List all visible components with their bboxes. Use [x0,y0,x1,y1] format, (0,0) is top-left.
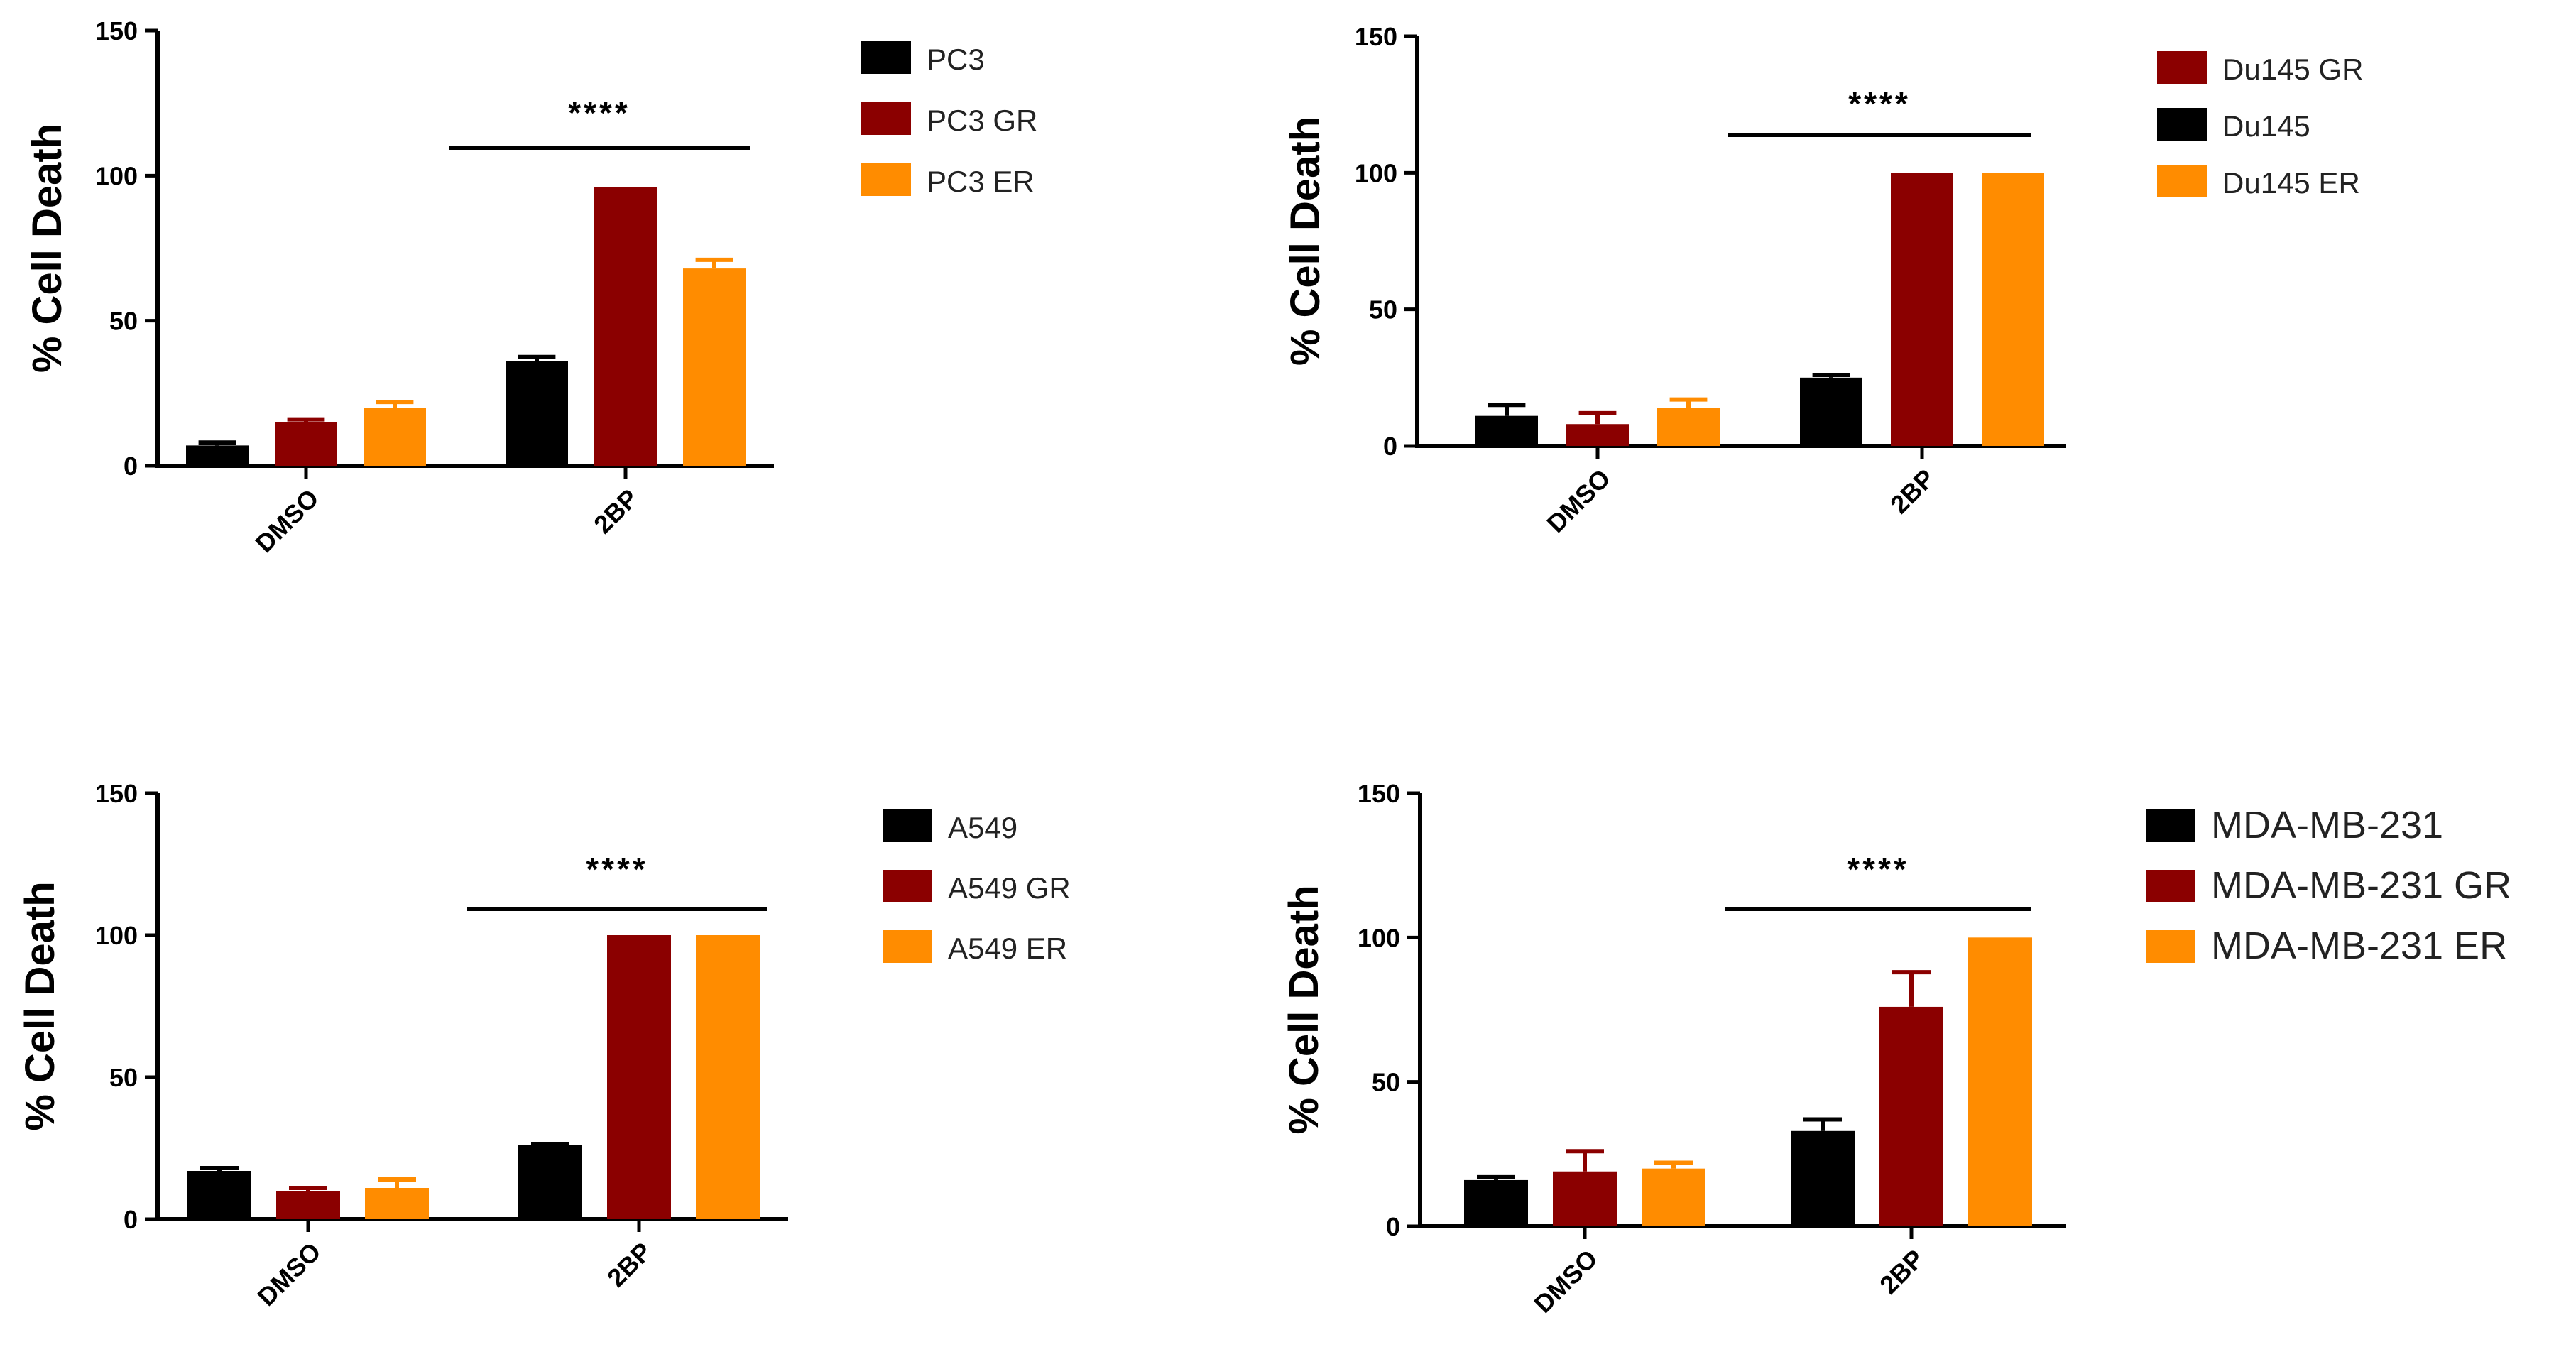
legend-label: PC3 ER [927,165,1035,198]
chart-panel-2: 0 50 100 150 % Cell Death DMSO 2BP **** Du145 GR… [1282,22,2363,538]
y-tick-label: 100 [1358,923,1400,952]
bar-2bp-mda-mb-231-er [1968,937,2032,1226]
significance-label: **** [586,851,648,888]
bar-2bp-a549-gr [607,935,671,1219]
bar-dmso-pc3 [186,445,249,466]
bar-dmso-a549 [187,1171,251,1219]
legend-label: MDA-MB-231 GR [2211,864,2511,907]
y-tick-label: 0 [124,452,138,481]
y-tick-label: 50 [1369,295,1397,325]
bar-dmso-pc3-gr [275,422,337,466]
y-axis-title: % Cell Death [1282,116,1328,366]
x-category-label: DMSO [249,484,324,558]
bar-dmso-du145-gr [1566,424,1629,446]
y-axis-title: % Cell Death [17,881,63,1130]
legend-label: Du145 GR [2222,53,2363,86]
legend-swatch [2157,165,2207,197]
bar-2bp-mda-mb-231-gr [1879,1006,1943,1226]
bar-2bp-pc3-gr [594,187,657,466]
legend-label: MDA-MB-231 [2211,804,2443,846]
legend-swatch [2146,809,2195,842]
bar-2bp-du145-gr [1891,173,1953,447]
significance-label: **** [568,94,631,131]
y-tick-label: 0 [124,1205,138,1234]
legend-swatch [2146,870,2195,902]
legend-label: A549 GR [948,871,1071,905]
legend-label: Du145 [2222,109,2310,143]
y-tick-label: 0 [1386,1212,1400,1241]
bar-dmso-du145 [1475,415,1538,446]
legend-label: A549 [948,811,1017,844]
legend-swatch [2157,108,2207,141]
y-tick-label: 150 [95,16,138,45]
legend-swatch [883,870,932,902]
bar-dmso-mda-mb-231-gr [1553,1171,1617,1226]
bar-2bp-a549 [518,1145,582,1219]
bar-dmso-a549-er [365,1188,429,1219]
legend-swatch [861,163,911,196]
bar-2bp-a549-er [696,935,760,1219]
legend-swatch [883,930,932,963]
y-tick-label: 50 [109,1063,138,1092]
y-tick-label: 100 [1355,158,1397,187]
chart-panel-4: 0 50 100 150 % Cell Death DMSO 2BP **** MDA-MB-2… [1281,779,2511,1319]
y-tick-label: 150 [1355,22,1397,51]
significance-label: **** [1848,85,1911,122]
x-category-label: DMSO [1541,464,1615,538]
y-axis-title: % Cell Death [1281,885,1327,1134]
bar-2bp-mda-mb-231 [1791,1130,1855,1226]
legend-label: PC3 GR [927,104,1037,137]
legend-swatch [2157,51,2207,84]
x-category-label: 2BP [588,484,644,540]
bar-dmso-pc3-er [364,408,426,466]
y-tick-label: 50 [1372,1068,1400,1097]
legend-label: MDA-MB-231 ER [2211,925,2507,967]
bar-2bp-du145 [1800,377,1862,446]
y-tick-label: 150 [95,779,138,808]
y-tick-label: 0 [1383,432,1397,461]
legend-swatch [861,41,911,74]
y-tick-label: 100 [95,921,138,950]
y-tick-label: 150 [1358,779,1400,808]
bar-2bp-pc3 [506,361,568,466]
bar-dmso-du145-er [1657,408,1720,446]
x-category-label: DMSO [251,1237,326,1311]
y-tick-label: 50 [109,307,138,336]
legend-label: Du145 ER [2222,166,2360,200]
y-axis-title: % Cell Death [24,124,70,373]
bar-2bp-du145-er [1982,173,2044,447]
legend: PC3 PC3 GR PC3 ER [861,41,1037,198]
legend: A549 A549 GR A549 ER [883,809,1071,965]
bar-dmso-mda-mb-231 [1464,1179,1528,1226]
x-category-label: 2BP [1874,1244,1930,1300]
significance-label: **** [1847,851,1909,888]
bar-dmso-a549-gr [276,1191,340,1219]
x-category-label: DMSO [1528,1244,1603,1319]
chart-panel-1: 0 50 100 150 % Cell Death DMSO 2BP **** PC3 PC3 G… [24,16,1037,558]
legend-swatch [861,102,911,135]
legend: MDA-MB-231 MDA-MB-231 GR MDA-MB-231 ER [2146,804,2511,967]
x-category-label: 2BP [1884,464,1941,520]
legend-label: PC3 [927,43,985,76]
legend-swatch [2146,930,2195,963]
y-tick-label: 100 [95,161,138,190]
x-category-label: 2BP [601,1237,657,1293]
bar-2bp-pc3-er [683,268,746,466]
bar-dmso-mda-mb-231-er [1642,1168,1705,1226]
legend: Du145 GR Du145 Du145 ER [2157,51,2363,200]
legend-label: A549 ER [948,932,1067,965]
legend-swatch [883,809,932,842]
